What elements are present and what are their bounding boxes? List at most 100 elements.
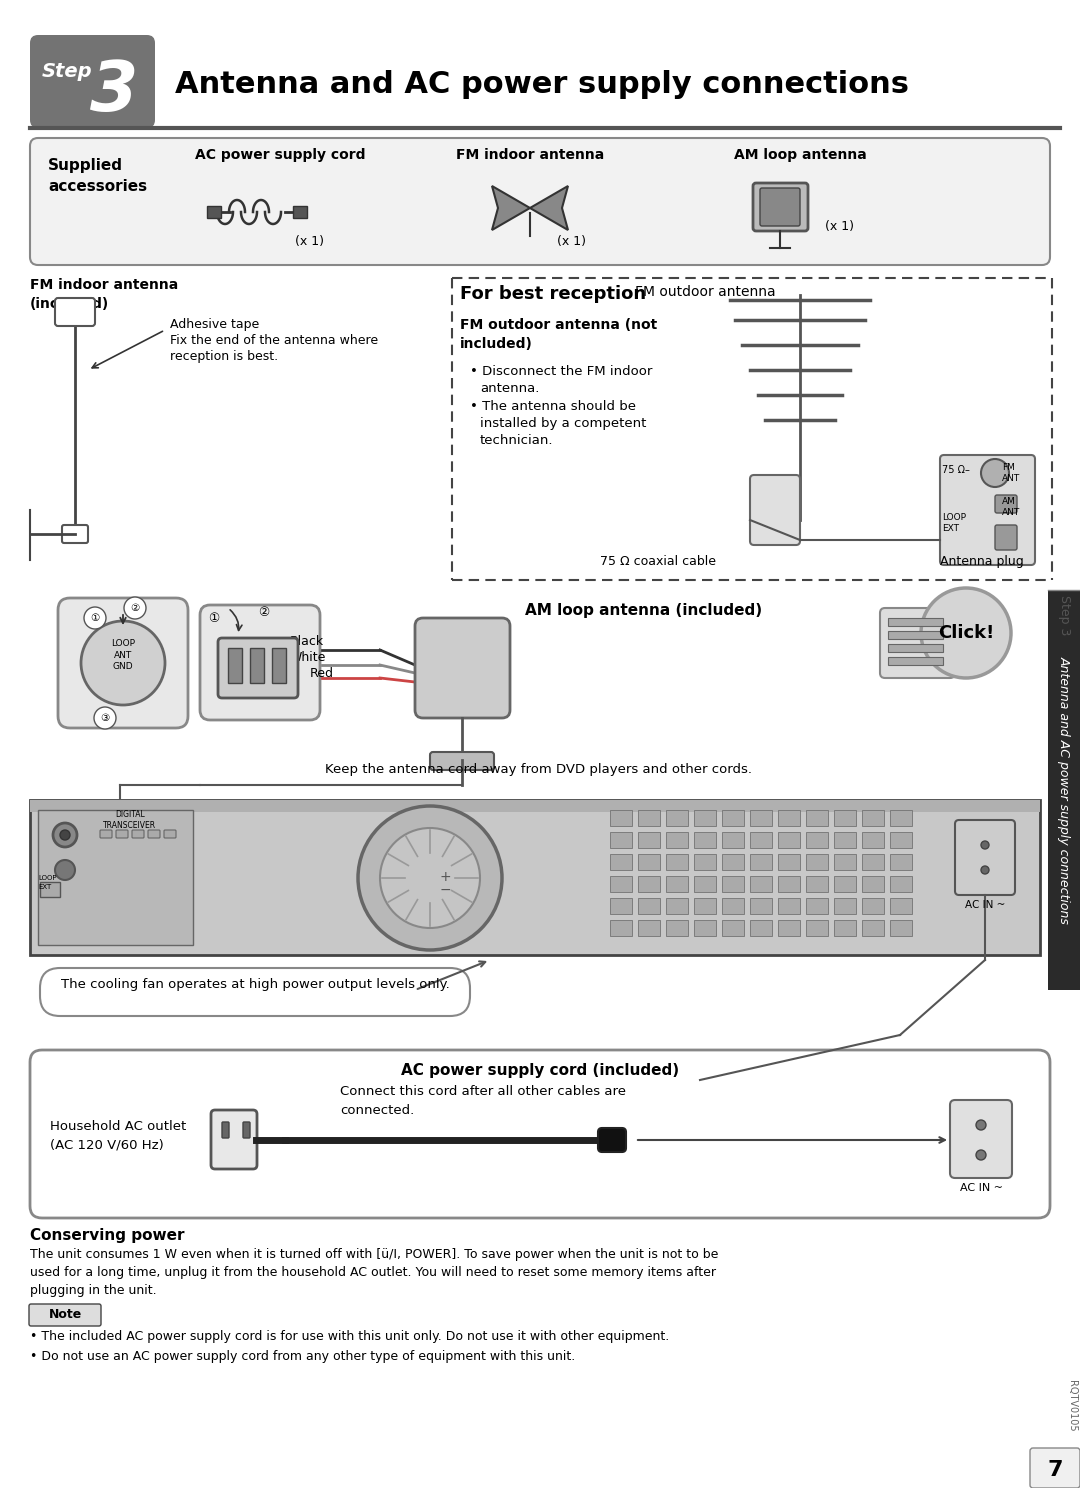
Bar — [694, 854, 716, 870]
FancyBboxPatch shape — [940, 455, 1035, 565]
Bar — [834, 897, 856, 914]
Bar — [228, 647, 242, 683]
Bar — [834, 876, 856, 891]
Circle shape — [55, 860, 75, 879]
Text: AC IN ~: AC IN ~ — [959, 1183, 1002, 1193]
Text: Adhesive tape: Adhesive tape — [170, 318, 259, 330]
FancyBboxPatch shape — [40, 969, 470, 1016]
Circle shape — [357, 806, 502, 949]
Text: (x 1): (x 1) — [295, 235, 324, 248]
Bar — [862, 809, 885, 826]
Circle shape — [53, 823, 77, 847]
Text: 75 Ω coaxial cable: 75 Ω coaxial cable — [600, 555, 716, 568]
FancyBboxPatch shape — [30, 1051, 1050, 1219]
FancyBboxPatch shape — [598, 1128, 626, 1152]
Circle shape — [380, 827, 480, 929]
FancyBboxPatch shape — [955, 820, 1015, 894]
Bar — [272, 647, 286, 683]
Text: +: + — [440, 870, 450, 884]
Bar — [723, 809, 744, 826]
Bar — [610, 809, 632, 826]
Text: reception is best.: reception is best. — [170, 350, 279, 363]
Text: FM
ANT: FM ANT — [1002, 463, 1021, 484]
Circle shape — [976, 1150, 986, 1161]
Text: Step 3: Step 3 — [1057, 595, 1070, 635]
Bar — [38, 809, 193, 945]
Bar — [834, 832, 856, 848]
Text: Fix the end of the antenna where: Fix the end of the antenna where — [170, 333, 378, 347]
Text: (x 1): (x 1) — [557, 235, 586, 248]
Bar — [778, 809, 800, 826]
Bar — [638, 920, 660, 936]
FancyBboxPatch shape — [148, 830, 160, 838]
Bar — [40, 882, 60, 897]
Text: AC power supply cord (included): AC power supply cord (included) — [401, 1062, 679, 1077]
Bar — [293, 205, 307, 219]
Bar — [638, 854, 660, 870]
Bar — [862, 920, 885, 936]
FancyBboxPatch shape — [995, 496, 1017, 513]
Bar — [750, 897, 772, 914]
Text: FM indoor antenna: FM indoor antenna — [456, 147, 604, 162]
Text: Antenna plug: Antenna plug — [940, 555, 1024, 568]
Text: Household AC outlet
(AC 120 V/60 Hz): Household AC outlet (AC 120 V/60 Hz) — [50, 1120, 186, 1152]
Bar — [806, 854, 828, 870]
FancyBboxPatch shape — [30, 138, 1050, 265]
Text: FM outdoor antenna: FM outdoor antenna — [635, 286, 775, 299]
Bar — [666, 876, 688, 891]
Bar — [666, 809, 688, 826]
FancyBboxPatch shape — [243, 1122, 249, 1138]
Text: 3: 3 — [90, 58, 138, 125]
Bar — [834, 854, 856, 870]
FancyBboxPatch shape — [1030, 1448, 1080, 1488]
FancyBboxPatch shape — [200, 606, 320, 720]
Text: Note: Note — [49, 1308, 82, 1321]
FancyBboxPatch shape — [55, 298, 95, 326]
Bar — [890, 832, 912, 848]
FancyBboxPatch shape — [222, 1122, 229, 1138]
Text: ②: ② — [131, 603, 139, 613]
Circle shape — [981, 458, 1009, 487]
Polygon shape — [492, 186, 530, 231]
Text: (x 1): (x 1) — [825, 220, 854, 234]
Text: antenna.: antenna. — [480, 382, 539, 394]
Bar — [750, 920, 772, 936]
Circle shape — [981, 841, 989, 850]
Bar — [806, 876, 828, 891]
Text: • Disconnect the FM indoor: • Disconnect the FM indoor — [470, 365, 652, 378]
FancyBboxPatch shape — [880, 609, 955, 679]
Bar — [778, 897, 800, 914]
Circle shape — [84, 607, 106, 629]
FancyBboxPatch shape — [950, 1100, 1012, 1178]
Bar — [666, 920, 688, 936]
Text: DIGITAL
TRANSCEIVER: DIGITAL TRANSCEIVER — [104, 809, 157, 830]
Bar — [207, 205, 221, 219]
FancyBboxPatch shape — [30, 36, 156, 128]
FancyBboxPatch shape — [211, 1110, 257, 1170]
Bar — [888, 658, 943, 665]
Text: LOOP
ANT
GND: LOOP ANT GND — [111, 638, 135, 671]
FancyBboxPatch shape — [116, 830, 129, 838]
Text: Step 3: Step 3 — [1055, 628, 1068, 668]
Bar — [610, 920, 632, 936]
FancyBboxPatch shape — [29, 1303, 102, 1326]
Bar — [694, 897, 716, 914]
Bar — [694, 809, 716, 826]
FancyBboxPatch shape — [164, 830, 176, 838]
Text: Conserving power: Conserving power — [30, 1228, 185, 1242]
Text: RQTV0105: RQTV0105 — [1067, 1379, 1077, 1431]
Bar — [890, 897, 912, 914]
Bar — [723, 854, 744, 870]
Bar — [750, 876, 772, 891]
Circle shape — [60, 830, 70, 841]
Polygon shape — [530, 186, 568, 231]
Text: Black: Black — [291, 635, 324, 647]
Text: The unit consumes 1 W even when it is turned off with [ü/I, POWER]. To save powe: The unit consumes 1 W even when it is tu… — [30, 1248, 718, 1260]
Circle shape — [981, 866, 989, 873]
Text: ①: ① — [91, 613, 99, 623]
Bar — [666, 897, 688, 914]
Bar — [890, 920, 912, 936]
Bar — [888, 644, 943, 652]
Bar — [30, 801, 1040, 955]
FancyBboxPatch shape — [760, 187, 800, 226]
